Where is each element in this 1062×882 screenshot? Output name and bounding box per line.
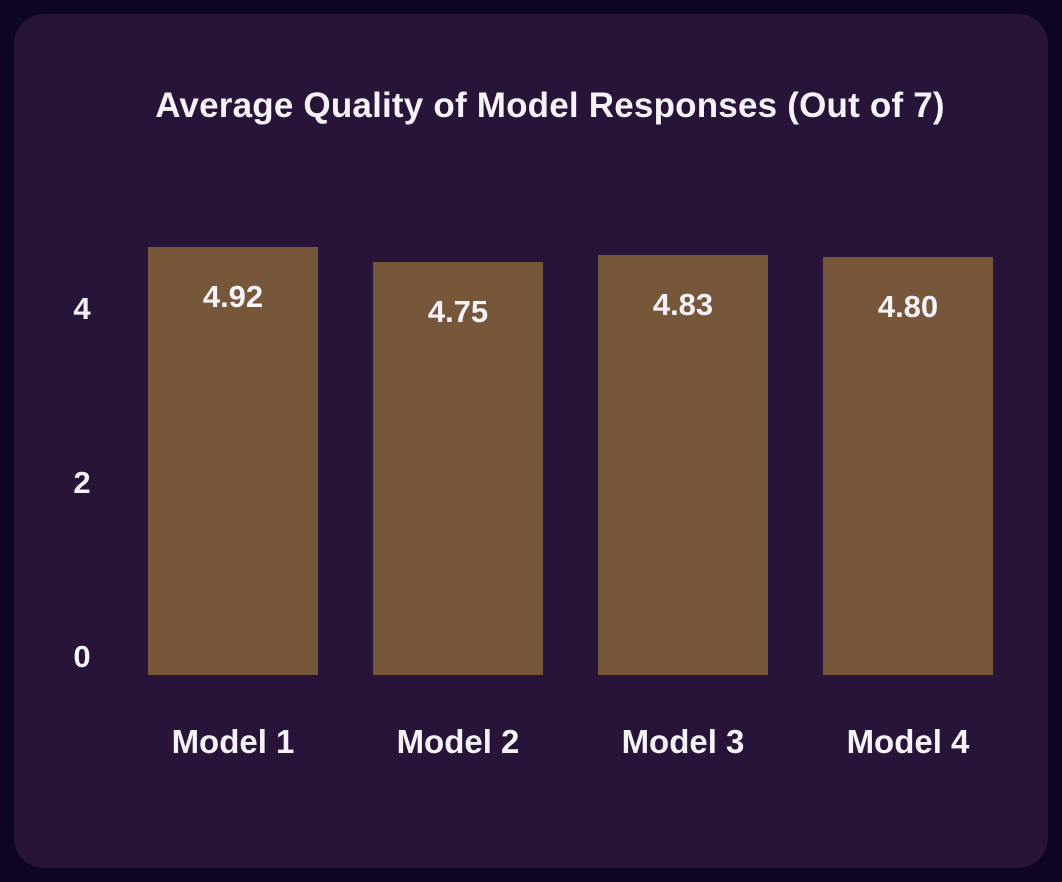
y-tick-label-2: 2 (73, 465, 91, 500)
bar-model-2: 4.75 (373, 261, 543, 675)
x-axis-label-model-3: Model 3 (621, 723, 745, 760)
bar-value-label-model-4: 4.80 (877, 289, 939, 325)
x-axis-label-model-1: Model 1 (171, 723, 295, 760)
chart-title: Average Quality of Model Responses (Out … (155, 86, 945, 125)
bar-value-label-model-1: 4.92 (202, 278, 264, 314)
bars-plot-area: 4.92 4.75 4.83 4.80 (148, 240, 993, 675)
x-axis-label-model-2: Model 2 (396, 723, 520, 760)
y-tick-label-0: 0 (73, 639, 91, 674)
y-axis: 0 2 4 (60, 240, 104, 675)
bar-model-3: 4.83 (598, 254, 768, 675)
bar-value-label-model-2: 4.75 (427, 293, 489, 329)
x-axis-labels: Model 1 Model 2 Model 3 Model 4 (148, 722, 993, 762)
chart-card: Average Quality of Model Responses (Out … (14, 14, 1048, 868)
y-tick-label-4: 4 (73, 291, 91, 326)
x-axis-label-model-4: Model 4 (846, 723, 970, 760)
bar-value-label-model-3: 4.83 (652, 286, 714, 322)
bar-model-1: 4.92 (148, 246, 318, 675)
bar-model-4: 4.80 (823, 257, 993, 675)
